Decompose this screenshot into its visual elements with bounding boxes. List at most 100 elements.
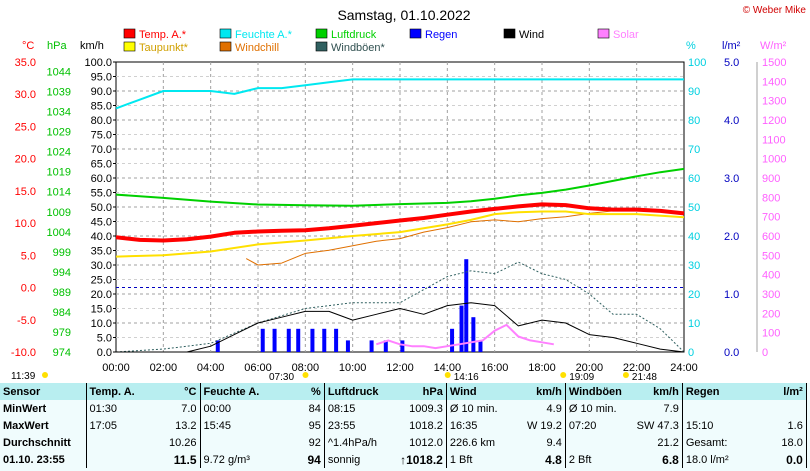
press-value: ↑1018.2 — [386, 451, 447, 468]
humidity-axis-unit: % — [686, 40, 696, 52]
rain-bar — [215, 340, 220, 352]
solar-tick-label: 100 — [762, 328, 780, 340]
wind-tick-label: 40.0 — [91, 231, 112, 243]
pressure-tick-label: 1004 — [47, 227, 71, 239]
rain-bar — [272, 328, 277, 352]
hum-value: 94 — [262, 451, 325, 468]
legend-label: Solar — [613, 29, 639, 41]
temp-tick-label: 5.0 — [21, 250, 36, 262]
rain-bar — [260, 328, 265, 352]
wind-tick-label: 50.0 — [91, 202, 112, 214]
temp-time — [86, 434, 138, 451]
wind-tick-label: 65.0 — [91, 159, 112, 171]
press-value: 1009.3 — [386, 400, 447, 417]
pressure-tick-label: 1009 — [47, 207, 71, 219]
sun-icon — [42, 372, 48, 378]
gust-value: 21.2 — [627, 434, 683, 451]
x-tick-label: 18:00 — [528, 362, 556, 374]
header-temp-unit: °C — [138, 383, 201, 400]
humidity-tick-label: 0 — [688, 347, 694, 359]
stats-row-max: MaxWert 17:05 13.2 15:45 95 23:55 1018.2… — [0, 417, 807, 434]
row-label: MaxWert — [0, 417, 87, 434]
wind-tick-label: 35.0 — [91, 246, 112, 258]
wind-tick-label: 60.0 — [91, 173, 112, 185]
gust-desc: 07:20 — [568, 419, 597, 432]
wind-tick-label: 5.0 — [97, 333, 112, 345]
solar-tick-label: 300 — [762, 289, 780, 301]
humidity-tick-label: 100 — [688, 57, 706, 69]
wind-tick-label: 45.0 — [91, 217, 112, 229]
header-humidity-unit: % — [262, 383, 325, 400]
rain-value: 18.0 — [744, 434, 807, 451]
pressure-tick-label: 1034 — [47, 107, 71, 119]
press-time: ^1.4hPa/h — [327, 436, 378, 449]
rain-axis-unit: l/m² — [722, 40, 741, 52]
statistics-panel: Sensor Temp. A. °C Feuchte A. % Luftdruc… — [0, 383, 810, 471]
legend-swatch — [219, 41, 232, 52]
rain-bar — [296, 328, 301, 352]
temp-tick-label: 30.0 — [15, 89, 36, 101]
header-humidity: Feuchte A. — [200, 383, 263, 400]
gust-desc: Ø 10 min. — [568, 402, 617, 415]
hum-time: 15:45 — [203, 419, 232, 432]
rain-bar — [334, 328, 339, 352]
wind-tick-label: 55.0 — [91, 188, 112, 200]
wind-tick-label: 80.0 — [91, 115, 112, 127]
row-label: 01.10. 23:55 — [0, 451, 87, 468]
x-tick-label: 02:00 — [150, 362, 178, 374]
x-tick-label: 20:00 — [576, 362, 604, 374]
solar-tick-label: 1000 — [762, 154, 786, 166]
rain-tick-label: 2.0 — [724, 231, 739, 243]
pressure-tick-label: 1024 — [47, 147, 71, 159]
sun-event-label: 21:48 — [632, 372, 657, 383]
gust-value: 6.8 — [627, 451, 683, 468]
wind-tick-label: 100.0 — [84, 57, 112, 69]
solar-tick-label: 1400 — [762, 76, 786, 88]
hum-time: 00:00 — [203, 402, 232, 415]
dewpoint-line — [115, 210, 685, 258]
sun-event-label: 11:39 — [11, 371, 36, 382]
sun-icon — [560, 372, 567, 378]
pressure-tick-label: 984 — [53, 307, 71, 319]
wind-desc: Ø 10 min. — [449, 402, 498, 415]
weather-chart: Samstag, 01.10.2022 © Weber Mike Temp. A… — [11, 5, 807, 383]
pressure-line — [115, 167, 685, 207]
statistics-table: Sensor Temp. A. °C Feuchte A. % Luftdruc… — [0, 383, 807, 468]
wind-value: 4.9 — [508, 400, 566, 417]
temp-tick-label: -10.0 — [11, 347, 36, 359]
temp-time: 17:05 — [89, 419, 118, 432]
pressure-tick-label: 1029 — [47, 127, 71, 139]
rain-value: 0.0 — [744, 451, 807, 468]
solar-tick-label: 1200 — [762, 115, 786, 127]
rain-bar — [478, 340, 483, 352]
pressure-axis-unit: hPa — [47, 40, 67, 52]
humidity-tick-label: 30 — [688, 260, 700, 272]
rain-tick-label: 1.0 — [724, 289, 739, 301]
temp-tick-label: 35.0 — [15, 57, 36, 69]
press-time: sonnig — [327, 453, 361, 466]
axes: °C hPa km/h% l/m² W/m² 35.0 30.0 25.0 20.0 15.0 10… — [11, 40, 787, 374]
wind-tick-label: 85.0 — [91, 101, 112, 113]
sun-icon — [622, 372, 629, 378]
rain-bar — [383, 340, 388, 352]
legend-swatch — [597, 28, 610, 39]
wind-tick-label: 0.0 — [97, 347, 112, 359]
sun-event-label: 19:09 — [569, 372, 594, 383]
hum-value: 92 — [262, 434, 325, 451]
rain-desc — [682, 400, 744, 417]
plot-area — [115, 78, 685, 353]
x-tick-label: 00:00 — [102, 362, 130, 374]
rain-desc: 18.0 l/m² — [685, 453, 729, 466]
header-temp: Temp. A. — [86, 383, 138, 400]
wind-axis-unit: km/h — [80, 40, 104, 52]
press-value: 1012.0 — [386, 434, 447, 451]
temp-time — [86, 451, 138, 468]
x-tick-label: 04:00 — [197, 362, 225, 374]
pressure-tick-label: 999 — [53, 247, 71, 259]
temp-tick-label: 20.0 — [15, 154, 36, 166]
row-label: Durchschnitt — [0, 434, 87, 451]
header-wind: Wind — [446, 383, 509, 400]
x-tick-label: 12:00 — [386, 362, 414, 374]
wind-tick-label: 70.0 — [91, 144, 112, 156]
rain-tick-label: 4.0 — [724, 115, 739, 127]
